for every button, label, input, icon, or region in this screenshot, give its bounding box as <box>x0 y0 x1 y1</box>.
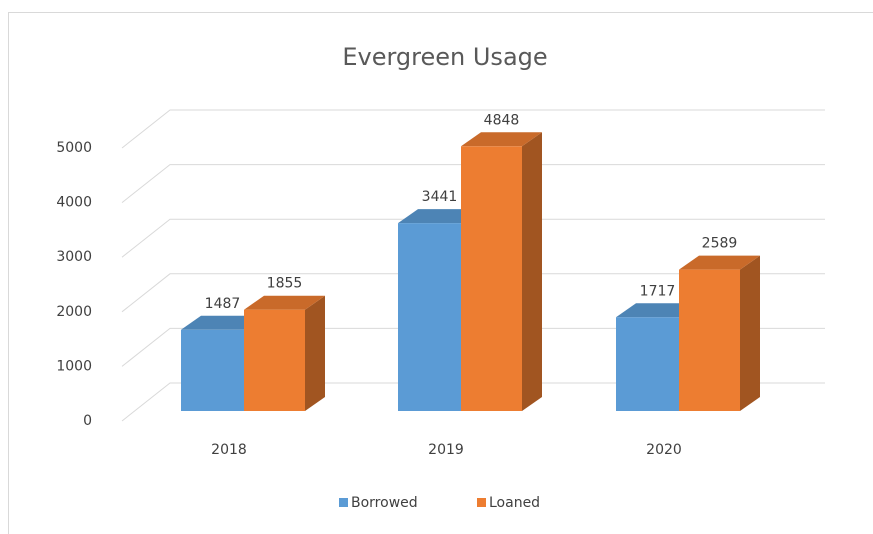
y-tick-label: 4000 <box>56 195 92 211</box>
data-label: 1855 <box>267 276 303 292</box>
bar <box>616 317 679 411</box>
bar <box>181 329 244 411</box>
grid-line <box>121 273 825 313</box>
bar <box>679 269 740 411</box>
chart-title: Evergreen Usage <box>342 43 547 71</box>
bar <box>244 309 305 411</box>
bar <box>398 223 461 411</box>
x-tick-label: 2020 <box>646 442 682 458</box>
bar-side <box>740 255 760 411</box>
x-tick-label: 2018 <box>211 442 247 458</box>
grid-line <box>121 109 825 149</box>
y-tick-label: 0 <box>83 413 92 429</box>
bar-top <box>181 315 264 330</box>
legend-swatch <box>477 498 486 507</box>
bar-top <box>398 209 481 224</box>
bar-side <box>305 295 325 411</box>
x-tick-label: 2019 <box>428 442 464 458</box>
data-label: 4848 <box>484 112 520 128</box>
legend-swatch <box>339 498 348 507</box>
bar-top <box>461 132 542 147</box>
y-tick-label: 2000 <box>56 304 92 320</box>
grid-line <box>121 218 825 258</box>
data-label: 1717 <box>640 283 676 299</box>
bar <box>461 146 522 411</box>
grid-line <box>121 382 825 422</box>
y-tick-label: 3000 <box>56 249 92 265</box>
data-label: 3441 <box>422 189 458 205</box>
y-tick-label: 5000 <box>56 140 92 156</box>
legend-label: Borrowed <box>351 495 418 511</box>
bar-top <box>616 303 699 318</box>
bar-top <box>244 295 325 310</box>
bar-top <box>679 255 760 270</box>
bar-side <box>522 132 542 411</box>
grid-line <box>121 327 825 367</box>
y-tick-label: 1000 <box>56 358 92 374</box>
grid-line <box>121 164 825 203</box>
data-label: 2589 <box>702 236 738 252</box>
data-label: 1487 <box>205 296 241 312</box>
legend-label: Loaned <box>489 495 540 511</box>
